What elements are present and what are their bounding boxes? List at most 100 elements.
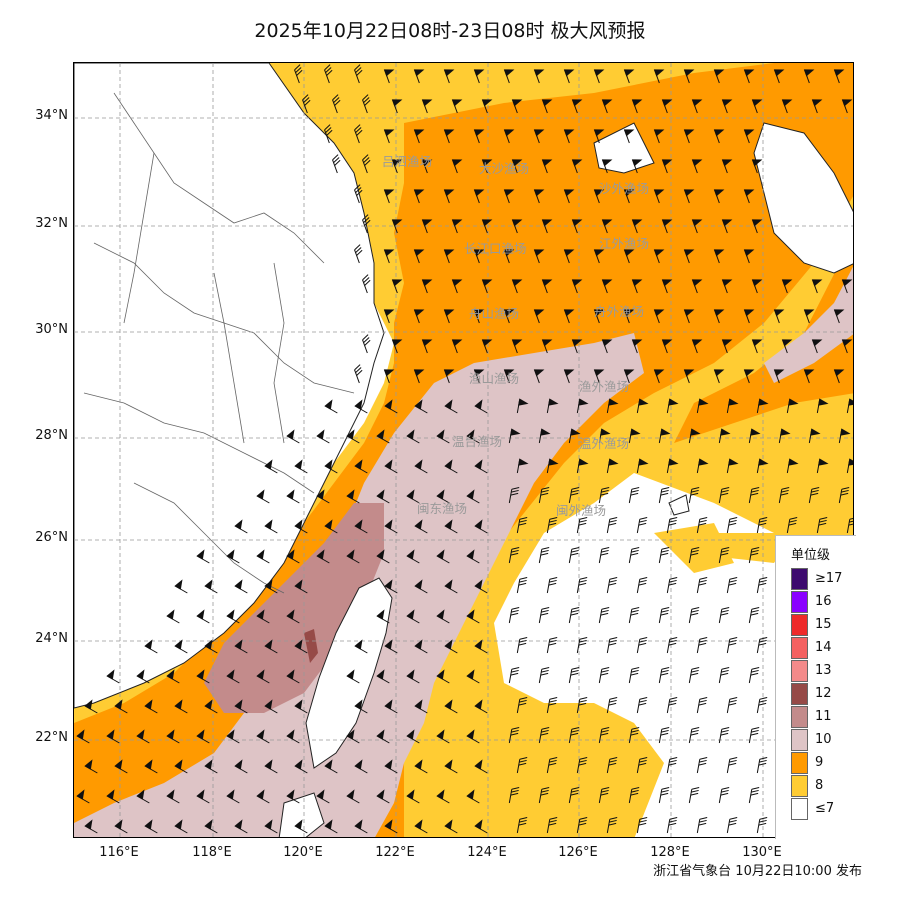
longitude-label: 118°E xyxy=(192,845,232,860)
wind-barb xyxy=(414,639,428,654)
wind-barb xyxy=(811,279,823,294)
wind-barb xyxy=(332,94,341,114)
wind-barb xyxy=(691,339,703,354)
wind-barb xyxy=(324,124,333,144)
wind-barb xyxy=(376,609,390,624)
wind-barb xyxy=(546,398,559,414)
wind-area-level-8 xyxy=(674,533,794,563)
legend-swatch xyxy=(791,637,808,659)
wind-barb xyxy=(316,489,330,504)
wind-barb xyxy=(383,249,395,264)
wind-barb xyxy=(683,129,695,144)
wind-barb xyxy=(661,159,673,174)
wind-barb xyxy=(508,726,520,744)
wind-barb xyxy=(666,756,678,774)
wind-barb xyxy=(226,549,240,564)
legend-item: 9 xyxy=(791,752,851,775)
wind-barb xyxy=(376,429,390,444)
wind-barb xyxy=(436,489,450,504)
wind-barb xyxy=(114,819,128,834)
wind-barb xyxy=(538,546,550,564)
wind-barb xyxy=(846,516,853,534)
wind-barb xyxy=(778,486,790,504)
legend-label: 12 xyxy=(815,686,832,701)
wind-barb xyxy=(696,516,708,534)
wind-barb xyxy=(511,279,523,294)
wind-barb xyxy=(503,369,515,384)
fishing-ground-label: 渔外渔场 xyxy=(579,379,629,394)
wind-barb xyxy=(598,486,610,504)
legend-swatch xyxy=(791,614,808,636)
longitude-label: 128°E xyxy=(650,845,690,860)
latitude-label: 30°N xyxy=(35,322,68,337)
wind-barb xyxy=(576,576,588,594)
wind-barb xyxy=(751,339,763,354)
wind-barb xyxy=(286,549,300,564)
wind-barb xyxy=(721,159,733,174)
wind-barb xyxy=(136,789,150,804)
wind-barb xyxy=(696,756,708,774)
legend-label: 15 xyxy=(815,617,832,632)
wind-barb xyxy=(628,606,640,624)
wind-barb xyxy=(421,279,433,294)
legend-swatch xyxy=(791,729,808,751)
wind-barb xyxy=(384,459,398,474)
wind-barb xyxy=(324,819,338,834)
wind-barb xyxy=(623,129,635,144)
wind-barb xyxy=(391,219,403,234)
wind-barb xyxy=(631,219,643,234)
wind-barb xyxy=(781,99,793,114)
wind-barb xyxy=(666,696,678,714)
wind-barb xyxy=(696,636,708,654)
wind-barb xyxy=(106,669,120,684)
wind-barb xyxy=(302,94,311,114)
wind-barb xyxy=(546,576,558,594)
wind-barb xyxy=(84,699,98,714)
wind-barb xyxy=(756,576,768,594)
wind-barb xyxy=(571,99,583,114)
wind-barb xyxy=(713,309,725,324)
wind-barb xyxy=(234,699,248,714)
wind-barb xyxy=(631,339,643,354)
wind-barb xyxy=(316,549,330,564)
wind-barb xyxy=(76,789,90,804)
wind-barb xyxy=(136,729,150,744)
latitude-label: 34°N xyxy=(35,108,68,123)
wind-gust-map[interactable]: 吕泗渔场 大沙渔场 沙外渔场 长江口渔场 江外渔场 舟山渔场 舟外渔场 渔山渔场 渔外渔场 温台渔… xyxy=(73,62,854,838)
wind-barb xyxy=(511,339,523,354)
wind-barb xyxy=(631,159,643,174)
wind-barb xyxy=(601,99,613,114)
wind-barb xyxy=(756,696,768,714)
wind-barb xyxy=(803,309,815,324)
wind-barb xyxy=(601,219,613,234)
wind-barb xyxy=(811,99,823,114)
wind-barb xyxy=(538,666,550,684)
wind-barb xyxy=(106,789,120,804)
wind-barb xyxy=(628,486,640,504)
wind-barb xyxy=(658,606,670,624)
wind-barb xyxy=(658,726,670,744)
wind-barb xyxy=(286,789,300,804)
legend-item: ≤7 xyxy=(791,798,851,821)
wind-barb xyxy=(316,429,330,444)
wind-barb xyxy=(376,489,390,504)
wind-barb xyxy=(466,609,480,624)
wind-barb xyxy=(756,458,769,474)
wind-barb xyxy=(256,489,270,504)
wind-barb xyxy=(601,339,613,354)
wind-barb xyxy=(598,546,610,564)
wind-barb xyxy=(508,428,521,444)
wind-barb xyxy=(816,516,828,534)
wind-barb xyxy=(748,726,760,744)
wind-barb xyxy=(568,546,580,564)
wind-barb xyxy=(653,189,665,204)
wind-barb xyxy=(444,519,458,534)
wind-barb xyxy=(598,606,610,624)
wind-barb xyxy=(546,458,559,474)
wind-barb xyxy=(658,666,670,684)
mainland-china xyxy=(74,63,385,709)
wind-barb xyxy=(568,428,581,444)
wind-barb xyxy=(354,759,368,774)
wind-barb xyxy=(451,219,463,234)
wind-barb xyxy=(756,816,768,834)
